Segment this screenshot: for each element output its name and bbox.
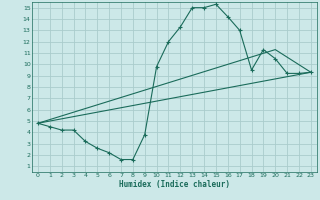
X-axis label: Humidex (Indice chaleur): Humidex (Indice chaleur) <box>119 180 230 189</box>
